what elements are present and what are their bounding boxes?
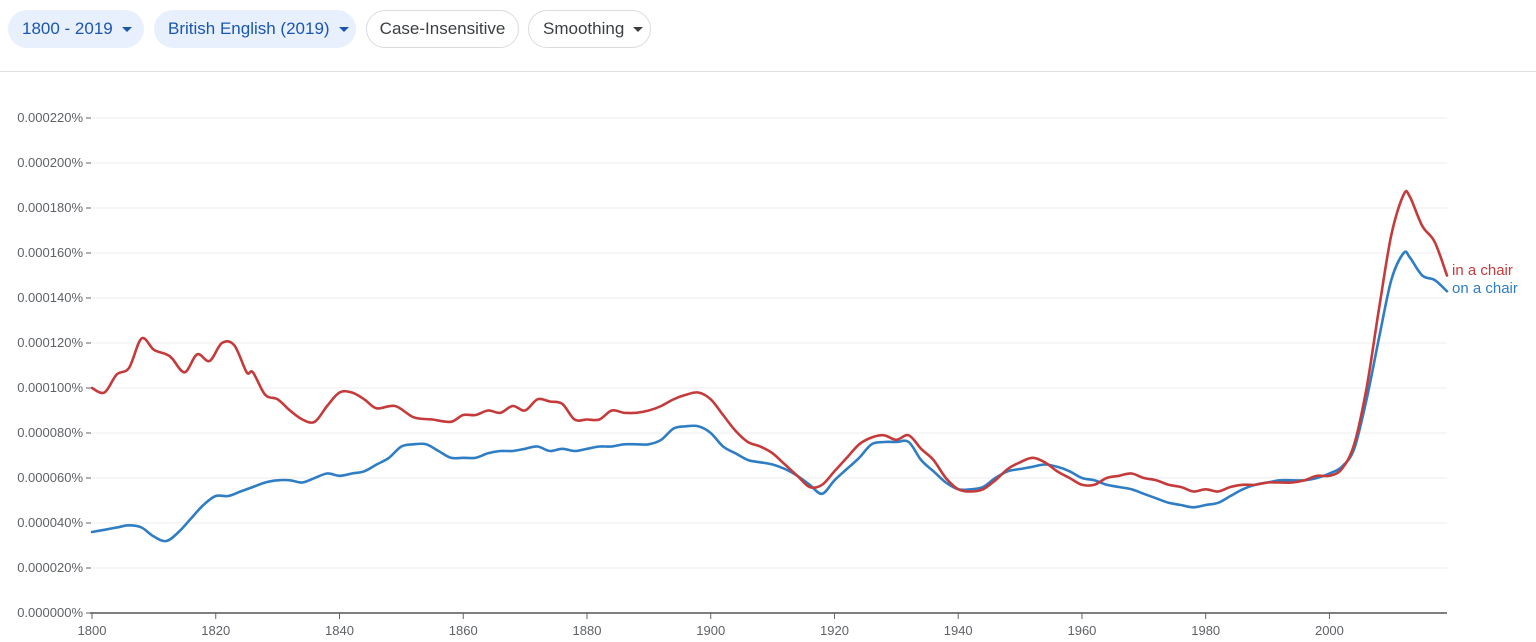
x-tick-label: 1920 — [820, 623, 849, 638]
series-lines — [90, 189, 1449, 543]
x-tick-label: 1960 — [1067, 623, 1096, 638]
caret-down-icon — [338, 26, 349, 32]
x-tick-label: 1840 — [325, 623, 354, 638]
y-tick-label: 0.000120% — [17, 335, 83, 350]
x-tick-label: 2000 — [1315, 623, 1344, 638]
y-tick-label: 0.000200% — [17, 155, 83, 170]
x-tick-label: 1800 — [78, 623, 107, 638]
corpus-dropdown[interactable]: British English (2019) — [154, 10, 356, 48]
x-tick-label: 1860 — [449, 623, 478, 638]
smoothing-dropdown[interactable]: Smoothing — [528, 10, 651, 48]
year-range-dropdown[interactable]: 1800 - 2019 — [8, 10, 144, 48]
smoothing-label: Smoothing — [543, 19, 625, 38]
series-line-on-a-chair — [90, 250, 1449, 543]
y-tick-label: 0.000060% — [17, 470, 83, 485]
caret-down-icon — [121, 26, 132, 32]
toolbar: 1800 - 2019 British English (2019) Case-… — [0, 0, 1536, 72]
ngram-chart: 0.000000% 0.000020% 0.000040% 0.000060% 0.00… — [17, 110, 1518, 638]
y-tick-label: 0.000180% — [17, 200, 83, 215]
series-line-in-a-chair — [90, 189, 1449, 493]
y-tick-label: 0.000160% — [17, 245, 83, 260]
y-tick-label: 0.000020% — [17, 560, 83, 575]
y-tick-label: 0.000000% — [17, 605, 83, 620]
series-label-on-a-chair: on a chair — [1452, 280, 1518, 297]
corpus-label: British English (2019) — [168, 19, 330, 38]
axes: 0.000000% 0.000020% 0.000040% 0.000060% 0.00… — [17, 110, 1447, 638]
grid-lines — [92, 117, 1447, 569]
year-range-label: 1800 - 2019 — [22, 19, 113, 38]
y-tick-label: 0.000040% — [17, 515, 83, 530]
x-tick-label: 1880 — [573, 623, 602, 638]
series-label-in-a-chair: in a chair — [1452, 262, 1513, 279]
y-tick-label: 0.000220% — [17, 110, 83, 125]
y-tick-label: 0.000140% — [17, 290, 83, 305]
case-insensitive-toggle[interactable]: Case-Insensitive — [366, 10, 519, 48]
x-tick-label: 1820 — [201, 623, 230, 638]
y-tick-label: 0.000080% — [17, 425, 83, 440]
x-tick-label: 1980 — [1191, 623, 1220, 638]
y-tick-label: 0.000100% — [17, 380, 83, 395]
x-tick-label: 1900 — [696, 623, 725, 638]
case-insensitive-label: Case-Insensitive — [379, 19, 506, 38]
caret-down-icon — [633, 26, 644, 32]
x-tick-label: 1940 — [944, 623, 973, 638]
